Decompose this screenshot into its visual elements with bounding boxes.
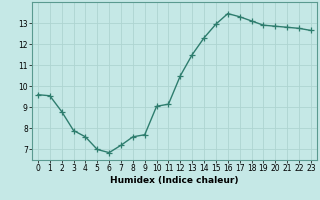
X-axis label: Humidex (Indice chaleur): Humidex (Indice chaleur) (110, 176, 239, 185)
